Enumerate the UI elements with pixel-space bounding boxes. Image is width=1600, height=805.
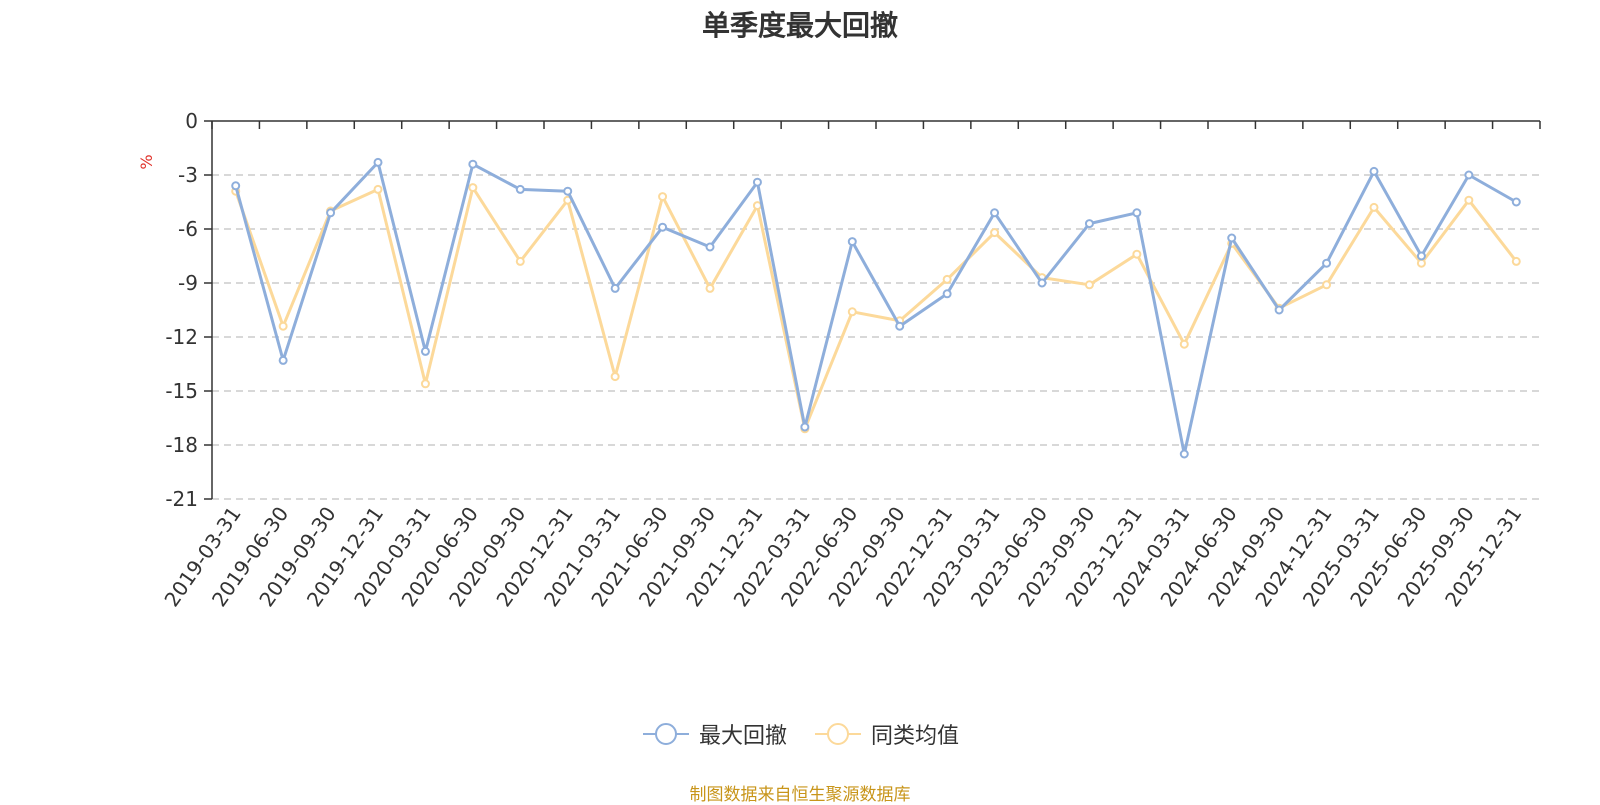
data-point bbox=[990, 228, 1000, 238]
legend-label: 最大回撤 bbox=[698, 724, 787, 749]
data-point bbox=[1369, 166, 1379, 176]
data-point bbox=[1322, 258, 1332, 268]
data-point bbox=[658, 192, 668, 202]
legend: 最大回撤 同类均值 bbox=[0, 718, 1600, 750]
y-tick-label: -12 bbox=[165, 325, 198, 349]
series-line bbox=[234, 160, 1518, 456]
data-point bbox=[610, 372, 620, 382]
y-tick-label: -15 bbox=[165, 379, 198, 403]
data-point bbox=[752, 201, 762, 211]
series-line bbox=[234, 186, 1518, 431]
data-point bbox=[1274, 305, 1284, 315]
data-point bbox=[752, 177, 762, 187]
data-point bbox=[1084, 280, 1094, 290]
data-point bbox=[800, 422, 810, 432]
source-note: 制图数据来自恒生聚源数据库 bbox=[689, 785, 911, 805]
y-tick-label: -3 bbox=[178, 163, 198, 187]
data-point bbox=[1464, 195, 1474, 205]
data-point bbox=[1464, 170, 1474, 180]
data-point bbox=[1084, 219, 1094, 229]
data-point bbox=[278, 321, 288, 331]
legend-symbol bbox=[642, 723, 689, 745]
legend-item[interactable]: 同类均值 bbox=[813, 718, 959, 750]
data-point bbox=[1179, 339, 1189, 349]
legend-marker bbox=[654, 723, 677, 745]
data-point bbox=[515, 184, 525, 194]
chart-title: 单季度最大回撤 bbox=[701, 9, 898, 42]
data-point bbox=[420, 346, 430, 356]
data-point bbox=[1416, 258, 1426, 268]
data-point bbox=[468, 159, 478, 169]
y-tick-label: -18 bbox=[165, 433, 198, 457]
data-point bbox=[563, 186, 573, 196]
data-point bbox=[895, 321, 905, 331]
data-point bbox=[1416, 251, 1426, 261]
data-point bbox=[990, 208, 1000, 218]
data-point bbox=[373, 184, 383, 194]
data-point bbox=[326, 208, 336, 218]
y-tick-label: -9 bbox=[178, 271, 198, 295]
data-point bbox=[658, 222, 668, 232]
data-point bbox=[468, 183, 478, 193]
data-point bbox=[420, 379, 430, 389]
data-point bbox=[373, 157, 383, 167]
legend-marker bbox=[827, 723, 849, 745]
data-point bbox=[1037, 278, 1047, 288]
data-point bbox=[942, 274, 952, 284]
y-tick-label: -6 bbox=[178, 217, 198, 241]
data-point bbox=[1132, 208, 1142, 218]
legend-symbol bbox=[815, 723, 861, 745]
data-point bbox=[1322, 280, 1332, 290]
data-point bbox=[515, 256, 525, 266]
data-point bbox=[705, 283, 715, 293]
data-point bbox=[610, 283, 620, 293]
y-tick-label: -21 bbox=[165, 487, 198, 511]
data-point bbox=[1511, 256, 1521, 266]
legend-item[interactable]: 最大回撤 bbox=[641, 718, 787, 750]
data-point bbox=[847, 237, 857, 247]
data-point bbox=[1132, 249, 1142, 259]
data-point bbox=[1179, 449, 1189, 459]
y-tick-label: 0 bbox=[185, 109, 198, 133]
data-point bbox=[1369, 202, 1379, 212]
data-point bbox=[942, 289, 952, 299]
y-axis-label: % bbox=[137, 154, 156, 169]
data-point bbox=[278, 355, 288, 365]
data-point bbox=[231, 181, 241, 191]
legend-label: 同类均值 bbox=[871, 724, 960, 749]
data-point bbox=[705, 242, 715, 252]
data-point bbox=[1227, 233, 1237, 243]
data-point bbox=[1511, 197, 1521, 207]
data-point bbox=[847, 307, 857, 317]
